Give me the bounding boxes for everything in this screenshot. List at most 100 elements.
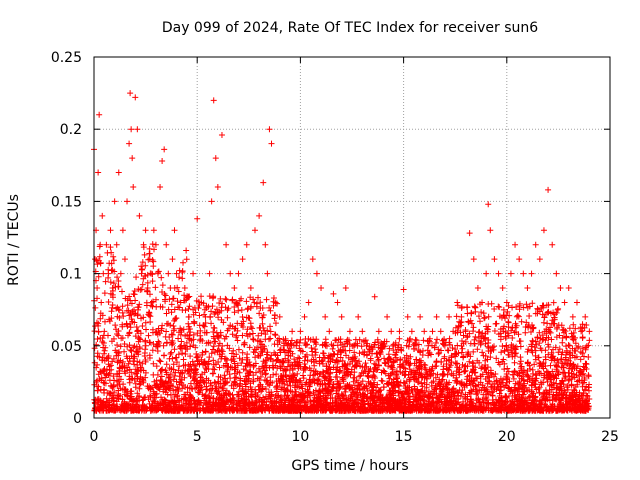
data-point: [111, 268, 118, 275]
data-point: [167, 322, 174, 329]
data-point: [171, 227, 178, 234]
data-point: [524, 348, 531, 355]
data-point: [297, 377, 304, 384]
data-point: [266, 304, 273, 311]
data-point: [128, 369, 135, 376]
data-point: [401, 365, 408, 372]
data-point: [275, 392, 282, 399]
data-point: [248, 323, 255, 330]
data-point: [511, 359, 518, 366]
data-point: [337, 367, 344, 374]
data-point: [104, 332, 111, 339]
data-point: [532, 347, 539, 354]
data-point: [109, 304, 116, 311]
data-point: [168, 301, 175, 308]
data-point: [115, 169, 122, 176]
data-point: [408, 370, 415, 377]
data-point: [131, 361, 138, 368]
data-point: [437, 386, 444, 393]
data-point: [500, 407, 507, 414]
data-point: [522, 323, 529, 330]
data-point: [467, 340, 474, 347]
data-point: [388, 370, 395, 377]
data-point: [511, 402, 518, 409]
data-point: [501, 347, 508, 354]
data-point: [179, 306, 186, 313]
data-point: [467, 353, 474, 360]
data-point: [169, 341, 176, 348]
data-point: [561, 360, 568, 367]
data-point: [369, 374, 376, 381]
data-point: [207, 313, 214, 320]
data-point: [493, 320, 500, 327]
data-point: [415, 341, 422, 348]
data-point: [540, 227, 547, 234]
data-point: [246, 344, 253, 351]
data-point: [458, 319, 465, 326]
data-point: [94, 261, 101, 268]
data-point: [165, 306, 172, 313]
data-point: [454, 342, 461, 349]
data-point: [359, 397, 366, 404]
data-point: [222, 295, 229, 302]
data-point: [570, 321, 577, 328]
data-point: [485, 390, 492, 397]
data-point: [565, 342, 572, 349]
data-point: [267, 335, 274, 342]
data-point: [523, 301, 530, 308]
data-point: [429, 391, 436, 398]
data-point: [397, 357, 404, 364]
data-point: [178, 401, 185, 408]
data-point: [569, 345, 576, 352]
data-point: [107, 279, 114, 286]
data-point: [426, 393, 433, 400]
data-point: [142, 337, 149, 344]
data-point: [149, 278, 156, 285]
data-point: [119, 309, 126, 316]
data-point: [435, 346, 442, 353]
data-point: [226, 371, 233, 378]
data-point: [352, 357, 359, 364]
data-point: [509, 349, 516, 356]
data-point: [421, 328, 428, 335]
data-point: [449, 345, 456, 352]
data-point: [152, 284, 159, 291]
data-point: [212, 155, 219, 162]
data-point: [196, 312, 203, 319]
data-point: [512, 346, 519, 353]
data-point: [503, 375, 510, 382]
data-point: [580, 353, 587, 360]
data-point: [353, 377, 360, 384]
data-point: [500, 376, 507, 383]
data-point: [520, 377, 527, 384]
data-point: [166, 364, 173, 371]
data-point: [131, 343, 138, 350]
data-point: [171, 372, 178, 379]
data-point: [127, 320, 134, 327]
data-point: [177, 369, 184, 376]
data-point: [249, 325, 256, 332]
data-point: [140, 275, 147, 282]
data-point: [163, 361, 170, 368]
data-point: [109, 392, 116, 399]
data-point: [454, 299, 461, 306]
data-point: [284, 382, 291, 389]
data-point: [309, 352, 316, 359]
data-point: [143, 326, 150, 333]
data-point: [179, 275, 186, 282]
data-point: [499, 285, 506, 292]
data-point: [204, 406, 211, 413]
data-point: [179, 385, 186, 392]
data-point: [165, 384, 172, 391]
data-point: [115, 332, 122, 339]
data-point: [334, 299, 341, 306]
data-point: [566, 351, 573, 358]
data-point: [546, 387, 553, 394]
data-point: [326, 328, 333, 335]
data-point: [320, 369, 327, 376]
data-point: [557, 285, 564, 292]
data-point: [548, 349, 555, 356]
data-point: [134, 328, 141, 335]
data-point: [517, 354, 524, 361]
data-point: [579, 321, 586, 328]
